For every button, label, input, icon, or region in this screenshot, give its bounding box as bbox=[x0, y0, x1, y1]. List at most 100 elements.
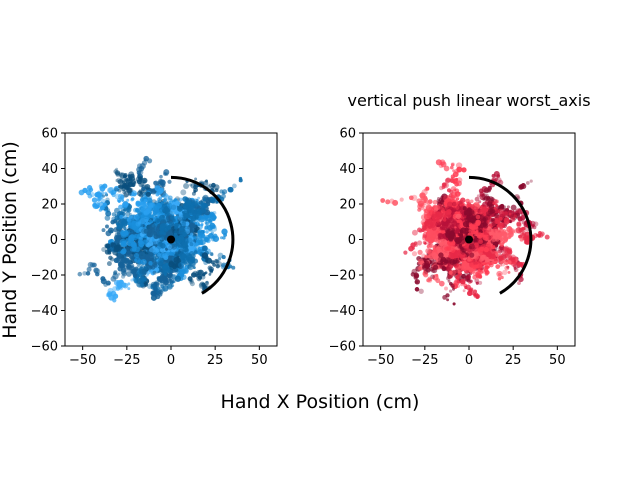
scatter-point bbox=[128, 258, 132, 262]
scatter-point bbox=[116, 223, 121, 228]
scatter-point bbox=[491, 173, 496, 178]
scatter-point bbox=[212, 233, 218, 239]
scatter-point bbox=[209, 251, 214, 256]
scatter-point bbox=[219, 189, 224, 194]
scatter-point bbox=[180, 189, 187, 196]
scatter-point bbox=[204, 271, 208, 275]
scatter-point bbox=[208, 272, 212, 276]
scatter-point bbox=[444, 286, 448, 291]
scatter-point bbox=[140, 189, 145, 194]
scatter-point bbox=[201, 202, 208, 209]
scatter-point bbox=[168, 260, 174, 265]
scatter-point bbox=[152, 248, 157, 253]
scatter-point bbox=[153, 287, 158, 292]
scatter-point bbox=[203, 236, 207, 240]
scatter-point bbox=[130, 236, 134, 240]
scatter-point bbox=[105, 224, 109, 229]
scatter-point bbox=[152, 263, 156, 267]
scatter-point bbox=[131, 179, 136, 183]
scatter-point bbox=[135, 200, 141, 206]
scatter-point bbox=[116, 256, 120, 260]
scatter-point bbox=[148, 261, 153, 266]
scatter-point bbox=[209, 268, 214, 273]
scatter-point bbox=[114, 215, 120, 221]
scatter-point bbox=[113, 270, 118, 275]
scatter-point bbox=[135, 213, 141, 220]
scatter-point bbox=[123, 215, 128, 220]
scatter-point bbox=[446, 298, 450, 302]
y-tick-label: 0 bbox=[50, 233, 58, 248]
scatter-point bbox=[141, 177, 148, 184]
scatter-point bbox=[154, 281, 160, 288]
scatter-point bbox=[120, 209, 125, 214]
scatter-point bbox=[126, 206, 131, 212]
scatter-point bbox=[223, 233, 227, 237]
scatter-point bbox=[155, 217, 160, 223]
scatter-point bbox=[130, 241, 137, 248]
scatter-point bbox=[202, 198, 206, 202]
scatter-point bbox=[86, 266, 92, 272]
scatter-point bbox=[213, 184, 220, 191]
scatter-point bbox=[212, 211, 217, 216]
scatter-point bbox=[106, 261, 112, 267]
scatter-point bbox=[152, 270, 157, 275]
scatter-point bbox=[95, 271, 100, 277]
scatter-point bbox=[197, 269, 204, 276]
scatter-point bbox=[140, 255, 145, 260]
scatter-point bbox=[87, 193, 93, 199]
scatter-point bbox=[119, 214, 124, 219]
scatter-point bbox=[152, 212, 156, 217]
scatter-point bbox=[199, 216, 206, 222]
scatter-point bbox=[121, 248, 127, 254]
scatter-point bbox=[205, 230, 209, 234]
scatter-point bbox=[174, 210, 179, 215]
scatter-point bbox=[117, 178, 124, 185]
scatter-point bbox=[221, 228, 228, 235]
scatter-point bbox=[187, 256, 192, 260]
y-tick-label: 60 bbox=[41, 127, 58, 142]
scatter-point bbox=[202, 245, 208, 252]
scatter-point bbox=[104, 215, 111, 221]
scatter-point bbox=[133, 252, 140, 259]
scatter-point bbox=[189, 242, 194, 247]
scatter-point bbox=[164, 228, 169, 232]
scatter-point bbox=[134, 207, 140, 213]
scatter-point bbox=[129, 173, 135, 179]
scatter-point bbox=[139, 251, 143, 255]
scatter-point bbox=[98, 208, 103, 212]
scatter-point bbox=[105, 230, 112, 237]
scatter-point bbox=[414, 279, 420, 285]
scatter-point bbox=[189, 183, 193, 187]
scatter-point bbox=[166, 269, 171, 274]
scatter-point bbox=[190, 223, 196, 229]
scatter-point bbox=[201, 252, 208, 259]
y-tick-label: −20 bbox=[31, 269, 58, 284]
scatter-point bbox=[197, 229, 204, 236]
scatter-point bbox=[159, 214, 165, 221]
scatter-point bbox=[115, 222, 119, 226]
scatter-point bbox=[161, 195, 165, 199]
left-target-arc bbox=[170, 175, 235, 295]
scatter-point bbox=[188, 207, 192, 211]
scatter-point bbox=[143, 198, 148, 203]
scatter-point bbox=[184, 221, 190, 226]
scatter-point bbox=[77, 271, 83, 277]
scatter-point bbox=[217, 257, 222, 261]
left-origin-marker bbox=[167, 235, 175, 244]
scatter-point bbox=[120, 267, 127, 273]
x-tick-label: −50 bbox=[69, 353, 96, 368]
scatter-point bbox=[183, 183, 190, 189]
scatter-point bbox=[118, 262, 123, 268]
scatter-point bbox=[197, 196, 201, 200]
scatter-point bbox=[174, 240, 180, 245]
scatter-point bbox=[238, 176, 243, 181]
scatter-point bbox=[190, 215, 197, 222]
scatter-point bbox=[139, 198, 143, 203]
scatter-point bbox=[159, 230, 164, 235]
scatter-point bbox=[153, 262, 157, 266]
scatter-point bbox=[125, 211, 131, 217]
scatter-point bbox=[132, 271, 137, 277]
scatter-point bbox=[126, 198, 130, 202]
scatter-point bbox=[418, 288, 424, 294]
